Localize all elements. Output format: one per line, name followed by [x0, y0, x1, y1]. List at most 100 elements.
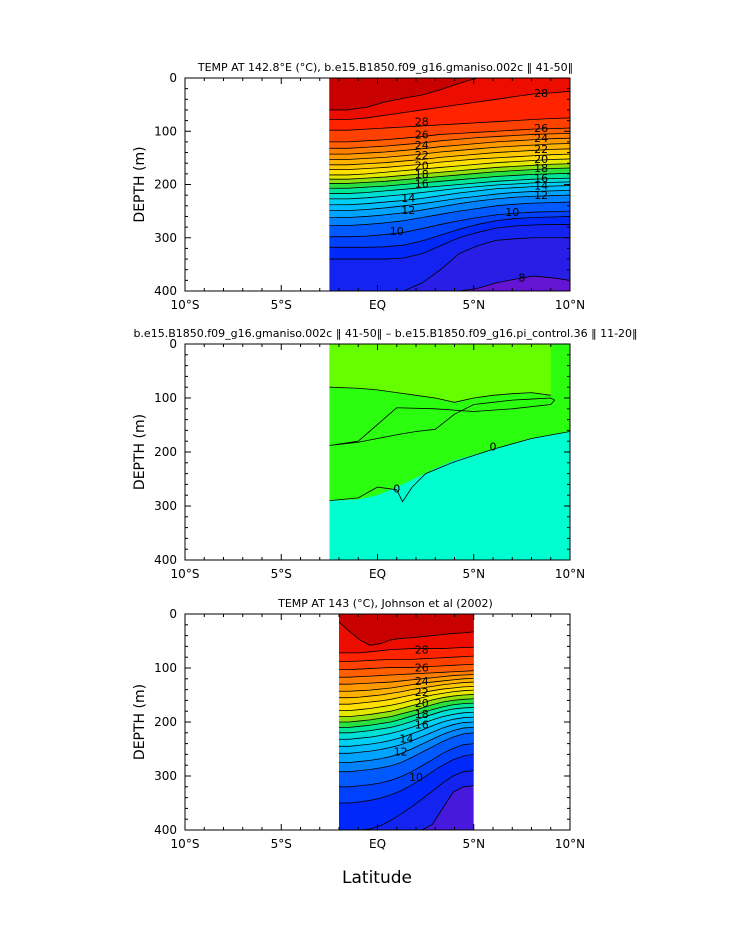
contour-label: 28	[415, 644, 429, 657]
contour-line-21	[329, 153, 570, 170]
y-tick-label: 400	[154, 823, 177, 837]
shaded-field	[329, 344, 570, 560]
contour-line-28	[339, 647, 474, 654]
contour-line-17	[329, 172, 570, 189]
x-tick-label: EQ	[369, 567, 386, 581]
contour-label: 26	[415, 661, 429, 674]
contour-label: 20	[415, 159, 429, 172]
contour-label: 22	[534, 143, 548, 156]
contour-label: 16	[415, 177, 429, 190]
contour-label: 22	[415, 686, 429, 699]
contour-line-27	[329, 117, 570, 131]
x-tick-label: EQ	[369, 837, 386, 851]
y-tick-label: 100	[154, 124, 177, 138]
y-tick-label: 100	[154, 661, 177, 675]
y-tick-label: 100	[154, 391, 177, 405]
contour-line-8.5	[339, 785, 474, 830]
contour-line-9	[329, 224, 570, 260]
contour-label: 14	[399, 733, 413, 746]
contour-line-29	[339, 621, 474, 646]
contour-line-9.5	[339, 754, 474, 804]
contour-line-3	[329, 431, 570, 503]
contour-label: 18	[415, 708, 429, 721]
contour-line-21	[339, 685, 474, 705]
contour-label: 26	[534, 122, 548, 135]
contour-line-24	[329, 137, 570, 155]
contour-line-8	[329, 275, 570, 291]
chart-title: TEMP AT 142.8°E (°C), b.e15.B1850.f09_g1…	[197, 61, 573, 74]
x-tick-label: 5°N	[462, 298, 485, 312]
contour-line-28	[329, 90, 570, 120]
chart-title: b.e15.B1850.f09_g16.gmaniso.002c ‖ 41-50…	[133, 327, 637, 340]
contour-line-23	[339, 677, 474, 692]
contour-line-12	[339, 727, 474, 763]
contour-line-22	[339, 681, 474, 699]
x-tick-label: 5°N	[462, 837, 485, 851]
contour-line-26	[329, 127, 570, 143]
contour-label: 0	[393, 483, 400, 496]
x-tick-label: 5°S	[271, 837, 292, 851]
contour-line-10	[329, 210, 570, 238]
contour-line-16	[339, 707, 474, 734]
contour-label: 12	[534, 189, 548, 202]
contour-line-20	[339, 689, 474, 712]
contour-label: 10	[390, 225, 404, 238]
contour-line-26	[339, 663, 474, 671]
y-tick-label: 300	[154, 499, 177, 513]
contour-line-25	[329, 132, 570, 149]
contour-line-27	[339, 655, 474, 662]
chart-title: TEMP AT 143 (°C), Johnson et al (2002)	[277, 597, 493, 610]
contour-line-13	[339, 721, 474, 754]
contour-label: 14	[534, 180, 548, 193]
contour-line-22	[329, 148, 570, 166]
contour-label: 12	[394, 746, 408, 759]
contour-label: 18	[534, 162, 548, 175]
contour-line-29	[329, 78, 570, 111]
y-tick-label: 0	[169, 607, 177, 621]
shaded-field	[339, 614, 474, 830]
contour-label: 8	[518, 272, 525, 285]
contour-label: 12	[401, 204, 415, 217]
contour-line-14	[339, 716, 474, 747]
x-tick-label: 5°S	[271, 567, 292, 581]
x-tick-label: 10°S	[171, 837, 200, 851]
x-tick-label: 10°N	[555, 837, 585, 851]
y-tick-label: 400	[154, 284, 177, 298]
contour-line-2	[329, 397, 556, 446]
contour-label: 20	[534, 153, 548, 166]
x-tick-label: 10°N	[555, 298, 585, 312]
contour-line-16	[329, 177, 570, 194]
shaded-field	[329, 78, 570, 291]
contour-line-19	[339, 694, 474, 717]
x-tick-label: 5°N	[462, 567, 485, 581]
contour-line-1	[329, 386, 551, 403]
contour-line-24	[339, 674, 474, 685]
contour-label: 28	[534, 87, 548, 100]
y-tick-label: 200	[154, 715, 177, 729]
y-tick-label: 300	[154, 231, 177, 245]
contour-line-17	[339, 702, 474, 728]
y-tick-label: 200	[154, 445, 177, 459]
x-tick-label: 10°S	[171, 567, 200, 581]
contour-label: 24	[415, 139, 429, 152]
contour-label: 20	[415, 697, 429, 710]
contour-line-15	[339, 711, 474, 740]
contour-line-20	[329, 158, 570, 176]
y-tick-label: 300	[154, 769, 177, 783]
y-axis-label: DEPTH (m)	[132, 414, 148, 490]
contour-line-11	[329, 201, 570, 226]
x-axis-label: Latitude	[342, 868, 412, 888]
x-tick-label: EQ	[369, 298, 386, 312]
y-tick-label: 0	[169, 71, 177, 85]
y-axis-label: DEPTH (m)	[132, 146, 148, 222]
contour-label: 14	[401, 192, 415, 205]
shaded-band-29	[329, 78, 570, 110]
chart-panel-2: 0 0 10°S 5°S EQ 5°N 10°N 0 100 200 300 400 b.e15.B18…	[132, 327, 638, 581]
contour-line-25	[339, 670, 474, 678]
shaded-region-2	[329, 344, 551, 403]
contour-line-12	[329, 194, 570, 218]
contour-line-14	[329, 185, 570, 206]
x-tick-label: 10°N	[555, 567, 585, 581]
